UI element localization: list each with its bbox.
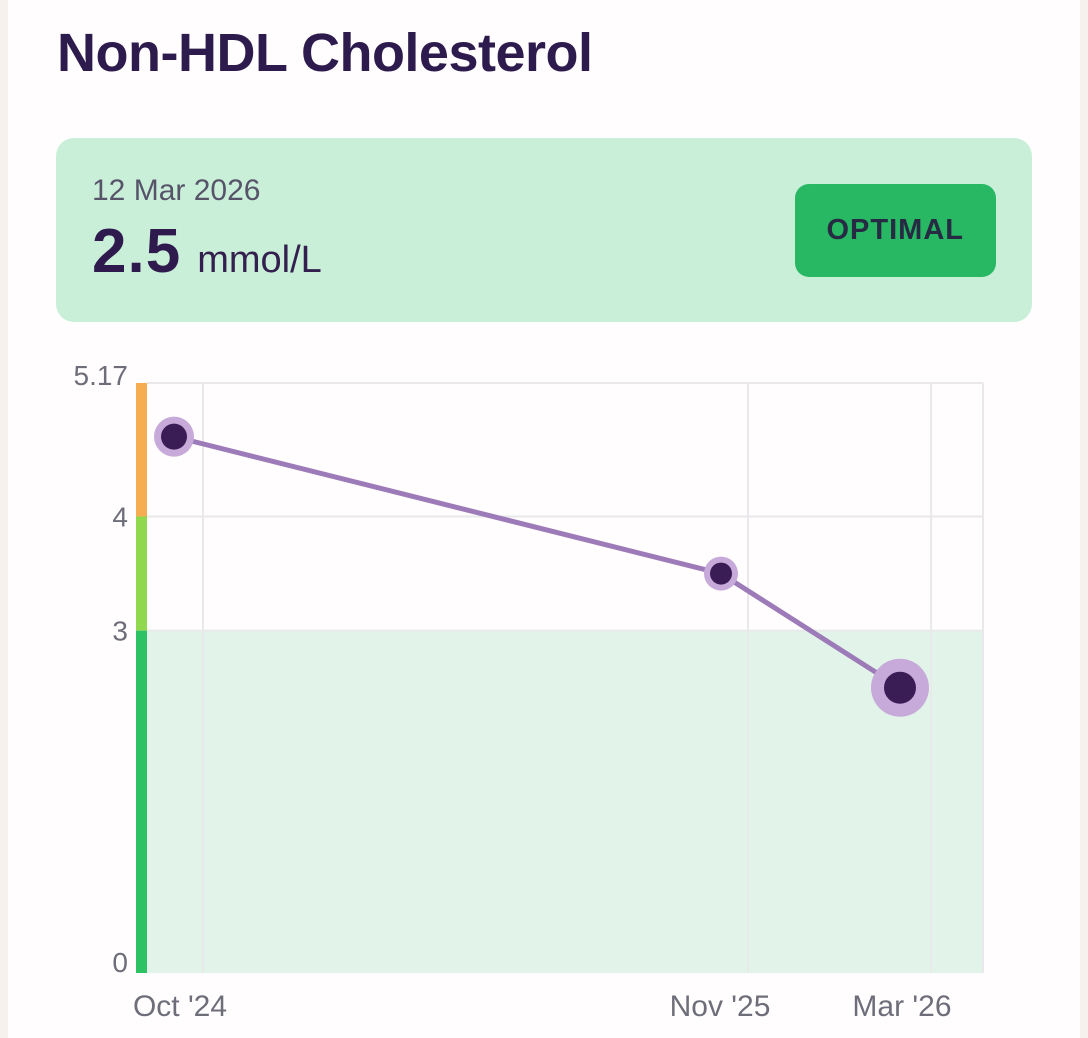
x-tick-label: Oct '24 — [133, 990, 227, 1023]
right-frame-strip — [1080, 0, 1088, 1038]
x-tick-label: Nov '25 — [670, 990, 771, 1023]
y-tick-label: 5.17 — [74, 360, 129, 391]
trend-chart: 5.17 4 3 0 Oct '24 Nov '25 Mar '26 — [0, 350, 1088, 1038]
range-band-moderate — [136, 516, 147, 631]
optimal-range-region — [147, 630, 983, 973]
left-frame-strip — [0, 0, 8, 1038]
reading-date: 12 Mar 2026 — [92, 173, 261, 207]
x-tick-label: Mar '26 — [852, 990, 951, 1023]
y-tick-label: 0 — [112, 947, 128, 978]
page-title: Non-HDL Cholesterol — [57, 23, 593, 83]
y-tick-label: 4 — [112, 502, 128, 533]
reading-block: 12 Mar 2026 2.5 mmol/L — [92, 174, 322, 287]
status-badge: OPTIMAL — [794, 183, 996, 277]
reading-value: 2.5 — [92, 216, 182, 286]
data-point-current-core[interactable] — [883, 671, 916, 704]
reading-value-row: 2.5 mmol/L — [92, 216, 322, 287]
range-band-high — [136, 383, 147, 517]
reading-unit: mmol/L — [197, 238, 322, 281]
y-tick-label: 3 — [112, 616, 128, 647]
range-band-optimal — [136, 630, 147, 973]
data-point-core[interactable] — [709, 562, 732, 585]
latest-reading-card: 12 Mar 2026 2.5 mmol/L OPTIMAL — [56, 138, 1032, 322]
data-point-core[interactable] — [161, 423, 188, 450]
